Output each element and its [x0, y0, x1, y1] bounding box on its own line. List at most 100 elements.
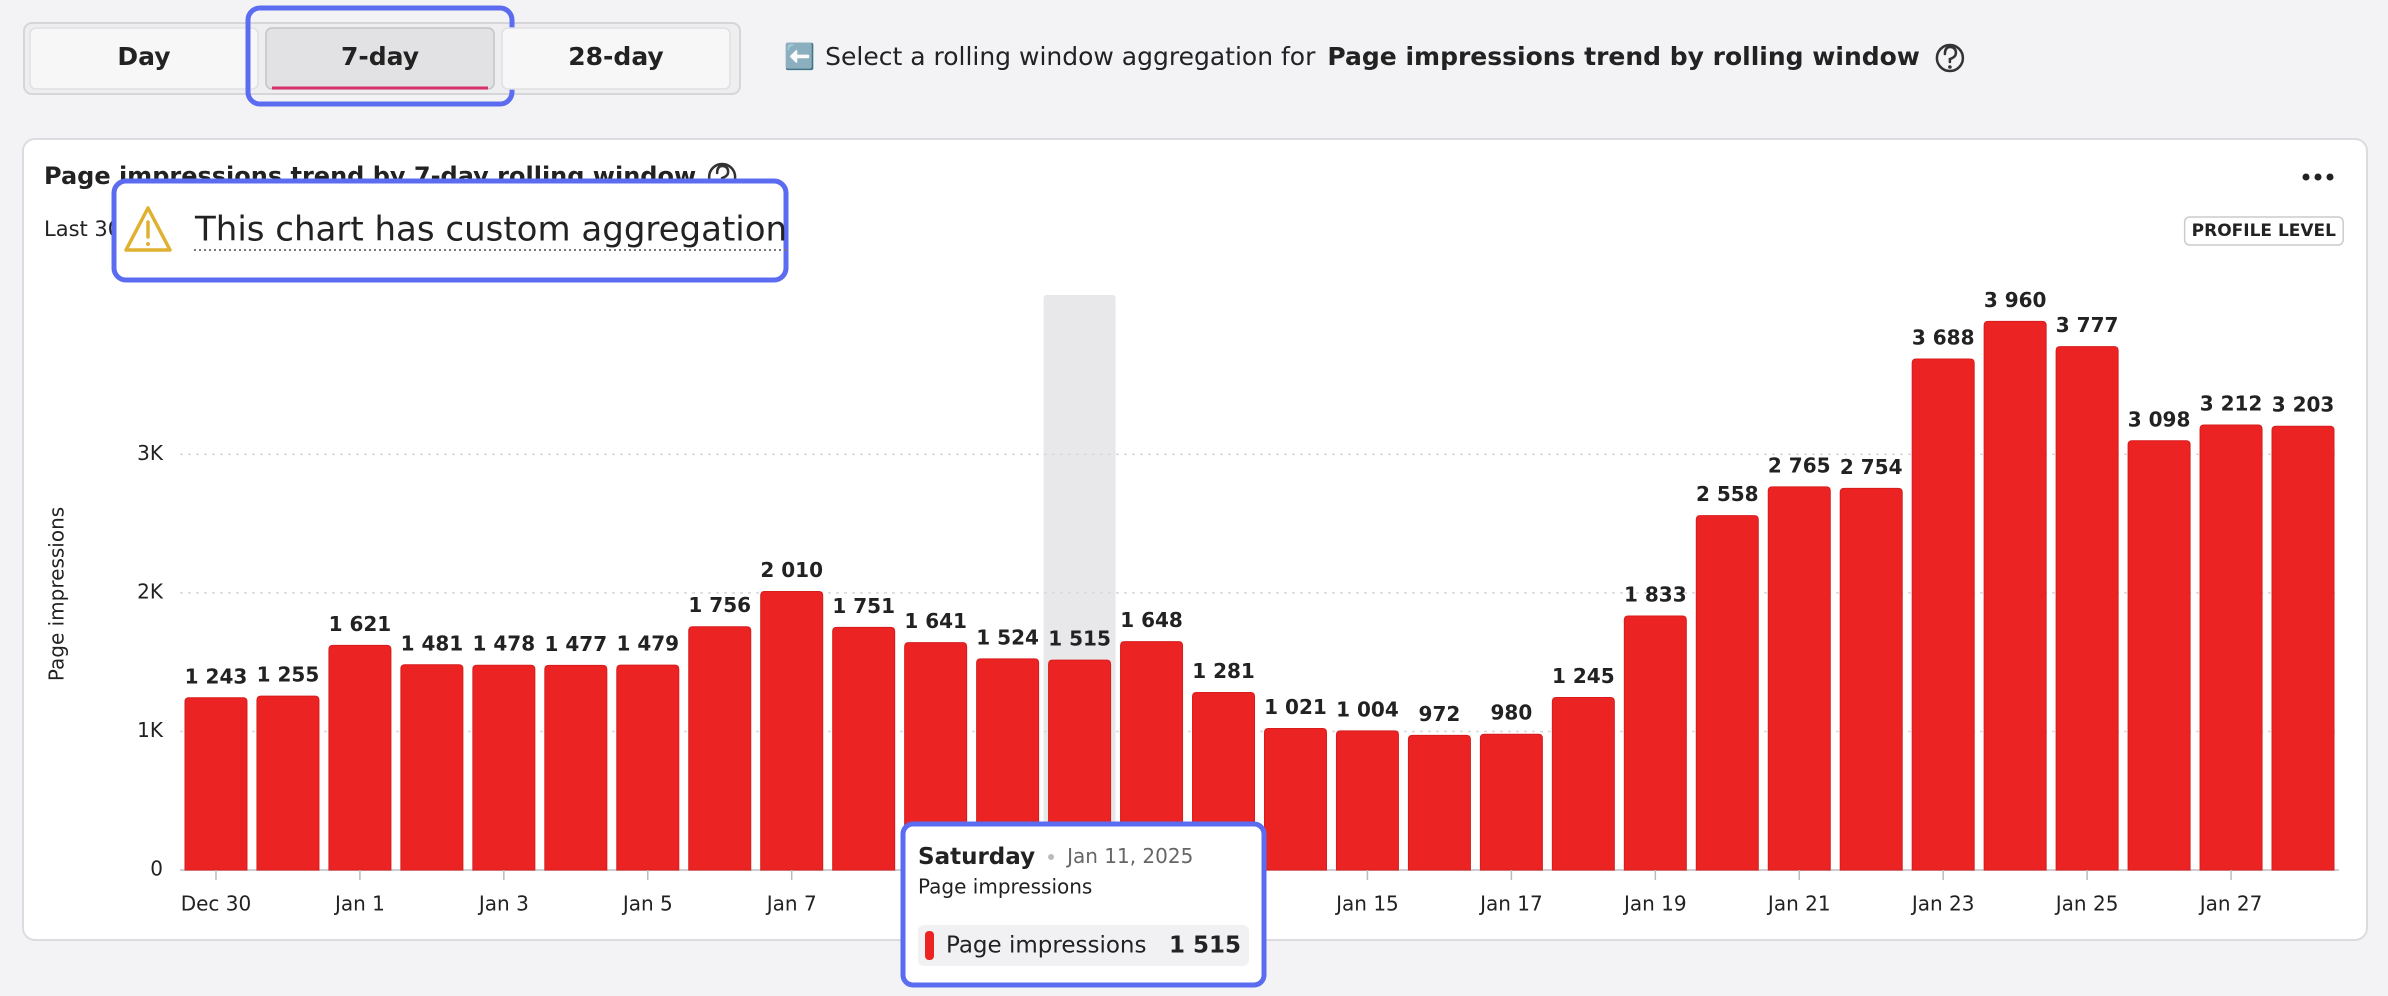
value-label: 1 477: [544, 632, 607, 656]
tooltip-series: Page impressions: [946, 933, 1146, 959]
chart-subtitle: Last 30: [44, 217, 121, 241]
x-tick-label: Dec 30: [181, 892, 252, 916]
help-icon[interactable]: [1935, 43, 1965, 73]
bar[interactable]: [1551, 697, 1615, 871]
x-tick-label: Jan 27: [2198, 892, 2263, 916]
y-tick-label: 1K: [137, 718, 164, 742]
value-label: 1 481: [401, 631, 464, 655]
bar[interactable]: [2127, 440, 2191, 871]
bar[interactable]: [1983, 320, 2047, 871]
bar[interactable]: [832, 626, 896, 871]
x-tick-label: Jan 19: [1622, 892, 1687, 916]
value-label: 1 641: [904, 609, 967, 633]
hint-icon: ⬅️: [784, 42, 815, 71]
bar[interactable]: [616, 664, 680, 871]
bar[interactable]: [400, 664, 464, 871]
tooltip-heading: Saturday Jan 11, 2025: [918, 844, 1193, 870]
warning-icon: [124, 206, 172, 252]
option-label[interactable]: 28-day: [568, 42, 663, 71]
bar[interactable]: [1911, 358, 1975, 871]
x-tick-label: Jan 5: [621, 892, 673, 916]
badge-text: PROFILE LEVEL: [2192, 221, 2337, 241]
x-tick-label: Jan 3: [477, 892, 529, 916]
hint-target: Page impressions trend by rolling window: [1327, 42, 1920, 71]
value-label: 1 243: [185, 664, 248, 688]
value-label: 1 833: [1624, 583, 1687, 607]
notice-box: [111, 178, 789, 283]
x-tick-label: Jan 1: [333, 892, 385, 916]
bar[interactable]: [256, 695, 320, 871]
x-tick-label: Jan 21: [1766, 892, 1831, 916]
value-label: 3 212: [2200, 391, 2263, 415]
tooltip-separator: [1048, 854, 1055, 860]
value-label: 1 255: [257, 663, 320, 687]
bar[interactable]: [976, 658, 1040, 871]
value-label: 1 021: [1264, 695, 1327, 719]
warning-dot: [146, 242, 150, 246]
hint-text: Select a rolling window aggregation for: [825, 42, 1316, 71]
bar[interactable]: [1120, 641, 1184, 871]
bar[interactable]: [760, 591, 824, 871]
series-swatch: [925, 931, 934, 960]
bar[interactable]: [1839, 487, 1903, 871]
bar[interactable]: [688, 626, 752, 871]
badge: [2183, 216, 2344, 246]
value-label: 2 558: [1696, 482, 1759, 506]
x-tick-label: Jan 25: [2054, 892, 2119, 916]
value-label: 972: [1419, 702, 1461, 726]
value-label: 1 515: [1048, 627, 1111, 651]
bar[interactable]: [1695, 515, 1759, 871]
value-label: 1 756: [688, 593, 751, 617]
tooltip-subtitle: Page impressions: [918, 875, 1092, 899]
menu-dot[interactable]: [2326, 173, 2334, 181]
value-label: 3 688: [1912, 326, 1975, 350]
option-label[interactable]: Day: [117, 42, 170, 71]
bar[interactable]: [544, 664, 608, 871]
value-label: 1 479: [616, 632, 679, 656]
y-tick-label: 0: [150, 857, 163, 881]
x-tick-label: Jan 17: [1478, 892, 1543, 916]
bar[interactable]: [472, 664, 536, 871]
menu-dot[interactable]: [2314, 173, 2322, 181]
bar[interactable]: [1407, 734, 1471, 871]
tooltip-date: Jan 11, 2025: [1065, 844, 1193, 868]
hint: ⬅️ Select a rolling window aggregation fo…: [784, 42, 1920, 71]
value-label: 1 004: [1336, 697, 1399, 721]
bar[interactable]: [1623, 615, 1687, 871]
value-label: 1 751: [832, 594, 895, 618]
help-glyph: [1943, 45, 1958, 64]
bar[interactable]: [1335, 730, 1399, 871]
x-tick-label: Jan 7: [765, 892, 817, 916]
bar[interactable]: [1048, 659, 1112, 871]
bar[interactable]: [328, 644, 392, 871]
option-label[interactable]: 7-day: [341, 42, 419, 71]
y-tick-label: 3K: [137, 441, 164, 465]
bar[interactable]: [904, 642, 968, 871]
bar[interactable]: [1263, 728, 1327, 871]
option-button[interactable]: [501, 27, 731, 90]
bar[interactable]: [1479, 733, 1543, 871]
bar[interactable]: [2055, 346, 2119, 871]
help-glyph: [715, 164, 730, 183]
value-label: 1 245: [1552, 664, 1615, 688]
notice-text[interactable]: This chart has custom aggregation: [194, 210, 787, 250]
value-label: 980: [1491, 701, 1533, 725]
value-label: 3 098: [2128, 407, 2191, 431]
bar[interactable]: [184, 697, 248, 871]
value-label: 3 960: [1984, 288, 2047, 312]
y-axis-title: Page impressions: [45, 507, 69, 681]
value-label: 1 478: [473, 632, 536, 656]
x-tick-label: Jan 15: [1334, 892, 1399, 916]
bar[interactable]: [2271, 425, 2335, 871]
value-label: 3 777: [2056, 313, 2119, 337]
value-label: 2 754: [1840, 455, 1903, 479]
value-label: 1 648: [1120, 608, 1183, 632]
bar[interactable]: [2199, 424, 2263, 871]
bar[interactable]: [1767, 486, 1831, 871]
option-button[interactable]: [29, 27, 259, 90]
tooltip-value: 1 515: [1169, 933, 1241, 959]
tooltip-day: Saturday: [918, 844, 1035, 870]
menu-dot[interactable]: [2302, 173, 2310, 181]
